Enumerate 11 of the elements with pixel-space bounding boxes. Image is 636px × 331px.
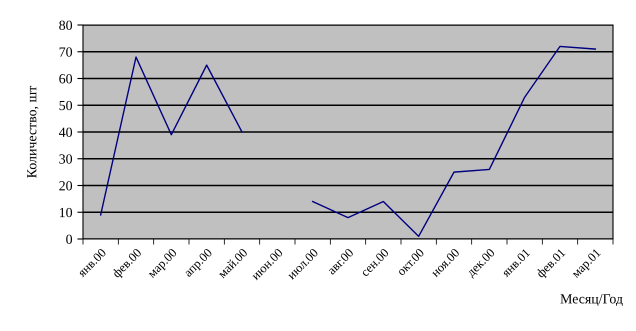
y-tick-label: 40	[58, 128, 72, 137]
x-axis-title: Месяц/Год	[560, 294, 623, 306]
y-tick-label: 50	[60, 100, 72, 110]
y-tick-label: 30	[59, 154, 72, 164]
y-tick-label: 80	[59, 20, 72, 30]
y-tick-label: 60	[59, 74, 72, 84]
y-tick-label: 0	[66, 234, 72, 244]
y-tick-label: 70	[60, 47, 72, 57]
y-tick-label: 10	[60, 208, 72, 218]
y-tick-label: 20	[59, 181, 72, 190]
y-axis-title: Количество, шт	[27, 86, 38, 178]
